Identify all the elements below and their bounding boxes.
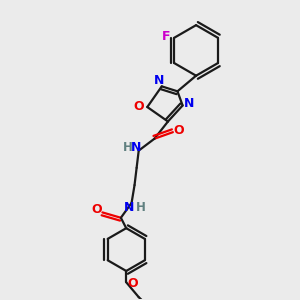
Text: O: O	[91, 203, 102, 216]
Text: N: N	[124, 201, 134, 214]
Text: N: N	[184, 97, 194, 110]
Text: O: O	[134, 100, 144, 113]
Text: N: N	[131, 141, 142, 154]
Text: N: N	[154, 74, 164, 87]
Text: F: F	[162, 30, 170, 43]
Text: O: O	[128, 277, 138, 290]
Text: O: O	[173, 124, 184, 137]
Text: H: H	[122, 141, 132, 154]
Text: H: H	[136, 201, 146, 214]
